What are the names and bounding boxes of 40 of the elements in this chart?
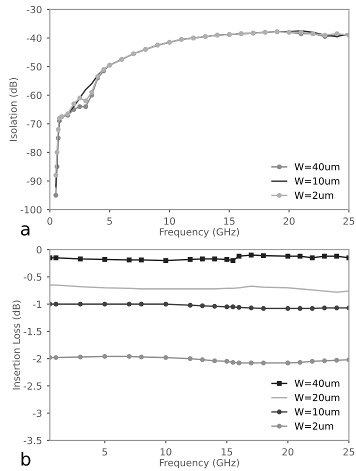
x-tick-label: 20: [284, 217, 295, 225]
legend-label: W=40um: [294, 380, 340, 387]
y-tick-label: -50: [26, 63, 42, 70]
y-tick-label: -60: [26, 92, 42, 100]
y-tick-label: -90: [26, 177, 42, 185]
x-tick-label: 10: [164, 217, 175, 225]
text: a: [21, 225, 30, 236]
x-axis-title: Frequency (GHz): [160, 228, 239, 238]
x-tick-label: 5: [107, 218, 112, 225]
y-tick-label: -40: [26, 34, 42, 42]
y-axis-title: Isolation (dB): [9, 78, 18, 141]
y-tick-label: -3: [32, 410, 42, 417]
y-tick-label: -1.5: [24, 328, 42, 336]
legend-label: W=2um: [294, 192, 334, 199]
legend-label: W=10um: [294, 408, 340, 416]
x-tick-label: 5: [102, 448, 108, 456]
text: b: [22, 452, 30, 466]
legend-label: W=2um: [294, 422, 334, 430]
x-tick-label: 15: [224, 218, 235, 225]
legend-label: W=40um: [294, 163, 340, 170]
x-tick-label: 15: [222, 448, 232, 456]
x-tick-label: 10: [160, 448, 172, 456]
y-tick-label: -100: [20, 206, 42, 214]
y-tick-label: -1: [32, 300, 42, 308]
y-tick-label: -2.5: [24, 382, 42, 390]
y-tick-label: -2: [32, 355, 42, 362]
y-axis-title: Insertion Loss (dB): [12, 300, 22, 390]
x-tick-label: 0: [47, 217, 52, 225]
x-tick-label: 20: [282, 448, 294, 456]
y-tick-label: -0.5: [24, 273, 42, 281]
x-tick-label: 25: [343, 217, 354, 225]
legend-label: W=10um: [294, 177, 340, 185]
y-tick-label: 0: [36, 246, 42, 254]
x-tick-label: 25: [343, 448, 354, 456]
y-tick-label: -70: [26, 120, 42, 128]
y-tick-label: -3.5: [24, 436, 42, 444]
y-tick-label: -30: [26, 6, 42, 14]
y-tick-label: -80: [26, 148, 42, 156]
x-axis-title: Frequency (GHz): [160, 458, 239, 468]
legend-label: W=20um: [294, 394, 340, 402]
